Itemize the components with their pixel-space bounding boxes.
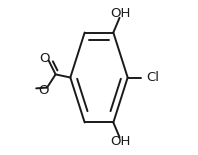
Text: OH: OH (110, 135, 130, 148)
Text: Cl: Cl (146, 71, 159, 84)
Text: O: O (38, 84, 49, 97)
Text: O: O (39, 52, 50, 65)
Text: OH: OH (110, 7, 130, 20)
